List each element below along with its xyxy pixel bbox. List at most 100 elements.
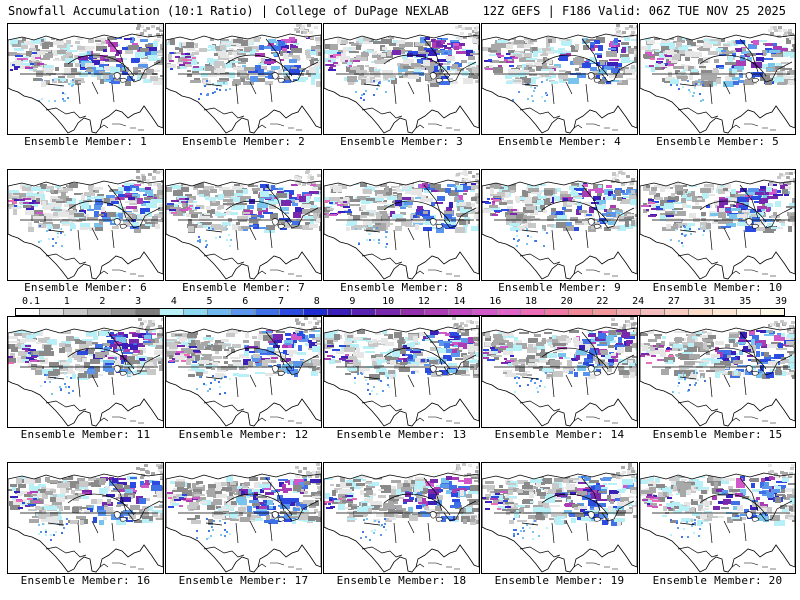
- legend-color-bar: [15, 308, 785, 316]
- snowfall-field: [324, 330, 479, 395]
- legend-swatch: [328, 309, 353, 315]
- legend-swatch: [496, 309, 521, 315]
- arctic-snow: [455, 170, 479, 186]
- arctic-snow: [452, 463, 479, 478]
- snowfall-field: [166, 37, 321, 100]
- legend-tick-label: 14: [453, 296, 466, 307]
- snowfall-map: [323, 462, 480, 574]
- legend-swatch: [376, 309, 401, 315]
- legend-swatch: [616, 309, 641, 315]
- ensemble-member-label: Ensemble Member: 9: [498, 281, 621, 294]
- snowfall-map: [165, 316, 322, 428]
- snowfall-field: [166, 330, 321, 395]
- snowfall-map: [639, 169, 796, 281]
- snowfall-field: [324, 476, 479, 541]
- snowfall-field: [324, 37, 479, 101]
- legend-swatch: [112, 309, 137, 315]
- legend-swatch: [136, 309, 161, 315]
- snowfall-field: [166, 476, 321, 540]
- ensemble-member-label: Ensemble Member: 2: [182, 135, 305, 148]
- ensemble-member-label: Ensemble Member: 7: [182, 281, 305, 294]
- legend-swatch: [760, 309, 784, 315]
- legend-swatch: [352, 309, 377, 315]
- legend-tick-label: 20: [560, 296, 573, 307]
- legend-swatch: [400, 309, 425, 315]
- snowfall-field: [482, 183, 637, 247]
- legend-tick-label: 24: [632, 296, 645, 307]
- legend-tick-label: 12: [417, 296, 430, 307]
- snowfall-field: [482, 476, 637, 540]
- snowfall-field: [640, 330, 795, 394]
- legend-swatch: [208, 309, 233, 315]
- ensemble-member-label: Ensemble Member: 3: [340, 135, 463, 148]
- snowfall-map: [323, 316, 480, 428]
- ensemble-member-label: Ensemble Member: 13: [336, 428, 467, 441]
- snowfall-field: [8, 37, 163, 102]
- arctic-snow: [768, 320, 795, 333]
- arctic-snow: [136, 24, 163, 39]
- ensemble-member-label: Ensemble Member: 12: [178, 428, 309, 441]
- legend-swatch: [544, 309, 569, 315]
- snowfall-map: [7, 23, 164, 135]
- legend-swatch: [16, 309, 41, 315]
- snowfall-field: [8, 476, 163, 541]
- snowfall-map: [323, 169, 480, 281]
- legend-swatch: [520, 309, 545, 315]
- legend-swatch: [736, 309, 761, 315]
- snowfall-map: [323, 23, 480, 135]
- snowfall-field: [8, 330, 163, 395]
- arctic-snow: [611, 317, 637, 333]
- legend-swatch: [40, 309, 65, 315]
- legend-swatch: [712, 309, 737, 315]
- snowfall-map: [7, 316, 164, 428]
- legend-tick-label: 39: [774, 296, 788, 307]
- ensemble-member-label: Ensemble Member: 17: [178, 574, 309, 587]
- ensemble-member-label: Ensemble Member: 11: [20, 428, 151, 441]
- snowfall-field: [8, 183, 163, 247]
- ensemble-member-label: Ensemble Member: 18: [336, 574, 467, 587]
- ensemble-member-label: Ensemble Member: 15: [652, 428, 783, 441]
- arctic-snow: [295, 317, 321, 333]
- legend-tick-label: 10: [382, 296, 395, 307]
- legend-tick-label: 27: [667, 296, 680, 307]
- arctic-snow: [294, 170, 321, 186]
- snowfall-map: [7, 462, 164, 574]
- legend-swatch: [184, 309, 209, 315]
- color-legend: 0.1 1 2 3 4 5 6 7 8 9 10 12 14 16 18 20 22 24 27 31 35 39: [15, 296, 788, 317]
- legend-swatch: [688, 309, 713, 315]
- snowfall-map: [481, 316, 638, 428]
- ensemble-member-label: Ensemble Member: 5: [656, 135, 779, 148]
- legend-tick-label: 3: [135, 296, 142, 307]
- snowfall-map: [481, 23, 638, 135]
- snowfall-map: [7, 169, 164, 281]
- legend-swatch: [592, 309, 617, 315]
- ensemble-member-label: Ensemble Member: 19: [494, 574, 625, 587]
- legend-swatch: [232, 309, 257, 315]
- model-run-info: 12Z GEFS | F186 Valid: 06Z TUE NOV 25 20…: [482, 4, 786, 18]
- arctic-snow: [611, 463, 637, 479]
- arctic-snow: [136, 318, 163, 333]
- arctic-snow: [611, 24, 637, 38]
- legend-tick-label: 31: [703, 296, 716, 307]
- legend-tick-label: 35: [739, 296, 752, 307]
- snowfall-map: [165, 23, 322, 135]
- snowfall-map: [639, 316, 796, 428]
- figure-title: Snowfall Accumulation (10:1 Ratio) | Col…: [8, 4, 449, 18]
- arctic-snow: [136, 463, 163, 479]
- legend-tick-label: 2: [99, 296, 106, 307]
- snowfall-map: [481, 462, 638, 574]
- legend-tick-label: 0.1: [21, 296, 41, 307]
- ensemble-member-label: Ensemble Member: 1: [24, 135, 147, 148]
- snowfall-map: [165, 462, 322, 574]
- arctic-snow: [611, 170, 637, 186]
- ensemble-member-label: Ensemble Member: 14: [494, 428, 625, 441]
- snowfall-map: [639, 23, 796, 135]
- legend-swatch: [256, 309, 281, 315]
- legend-tick-label: 8: [313, 296, 320, 307]
- legend-swatch: [448, 309, 473, 315]
- arctic-snow: [452, 317, 479, 333]
- arctic-snow: [294, 24, 318, 40]
- ensemble-member-label: Ensemble Member: 4: [498, 135, 621, 148]
- snowfall-map: [639, 462, 796, 574]
- legend-swatch: [160, 309, 185, 315]
